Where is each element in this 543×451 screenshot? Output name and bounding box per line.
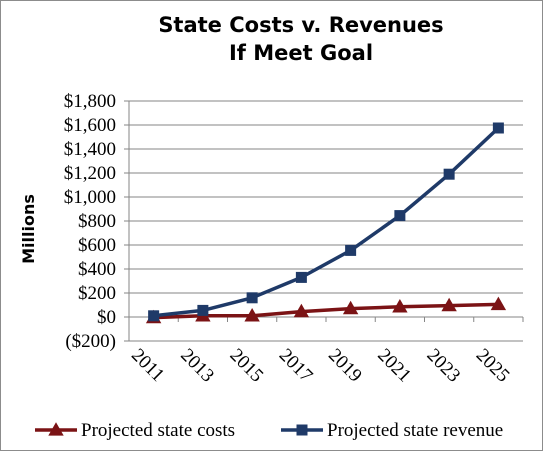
series-revenue xyxy=(148,122,504,322)
legend: Projected state costs Projected state rev… xyxy=(35,420,503,441)
data-point xyxy=(394,210,406,222)
x-tick-label: 2011 xyxy=(127,345,168,386)
data-point xyxy=(342,300,359,315)
y-tick-label: $600 xyxy=(78,235,116,256)
data-point xyxy=(490,296,507,311)
y-tick-label: $1,600 xyxy=(64,115,116,136)
x-tick-label: 2013 xyxy=(176,345,218,387)
data-point xyxy=(197,304,209,316)
x-tick-label: 2021 xyxy=(373,345,415,387)
chart-title-line-2: If Meet Goal xyxy=(229,41,373,65)
y-axis-tick-labels: ($200) $0 $200 $400 $600 $800 $1,000 $1,200 $1,4… xyxy=(64,91,116,352)
data-point xyxy=(246,292,258,304)
legend-item: Projected state costs xyxy=(35,420,235,441)
y-tick-label: $200 xyxy=(78,283,116,304)
x-tick-label: 2015 xyxy=(226,345,268,387)
y-tick-label: ($200) xyxy=(65,331,116,352)
gridlines xyxy=(124,100,523,342)
y-tick-label: $1,200 xyxy=(64,163,116,184)
series-line xyxy=(153,302,499,320)
data-point xyxy=(492,122,504,134)
legend-swatch-marker xyxy=(296,424,308,436)
y-tick-label: $400 xyxy=(78,259,116,280)
legend-label: Projected state costs xyxy=(81,420,235,441)
chart-title-line-1: State Costs v. Revenues xyxy=(158,13,443,37)
y-tick-label: $800 xyxy=(78,211,116,232)
data-point xyxy=(295,271,307,283)
x-tick-label: 2023 xyxy=(423,345,465,387)
series-line xyxy=(153,126,500,318)
x-tick-label: 2017 xyxy=(275,345,317,387)
series-layer xyxy=(145,122,507,324)
y-tick-label: $0 xyxy=(97,307,116,328)
y-axis-label: Millions xyxy=(19,194,38,264)
x-axis-tick-labels: 2011 2013 2015 2017 2019 2021 2023 2025 xyxy=(127,345,513,387)
x-tick-label: 2019 xyxy=(324,345,366,387)
y-tick-label: $1,000 xyxy=(64,187,116,208)
data-point xyxy=(345,244,357,256)
data-point xyxy=(392,298,408,313)
legend-item: Projected state revenue xyxy=(281,420,503,441)
data-point xyxy=(443,168,455,180)
y-tick-label: $1,400 xyxy=(64,139,116,160)
chart-title: State Costs v. Revenues If Meet Goal xyxy=(158,13,443,65)
data-point xyxy=(293,303,310,318)
x-tick-label: 2025 xyxy=(472,345,514,387)
y-tick-label: $1,800 xyxy=(64,91,116,112)
data-point xyxy=(148,310,160,322)
legend-label: Projected state revenue xyxy=(327,420,503,441)
legend-swatch-marker xyxy=(48,422,64,436)
data-point xyxy=(244,307,260,322)
data-point xyxy=(441,297,457,312)
